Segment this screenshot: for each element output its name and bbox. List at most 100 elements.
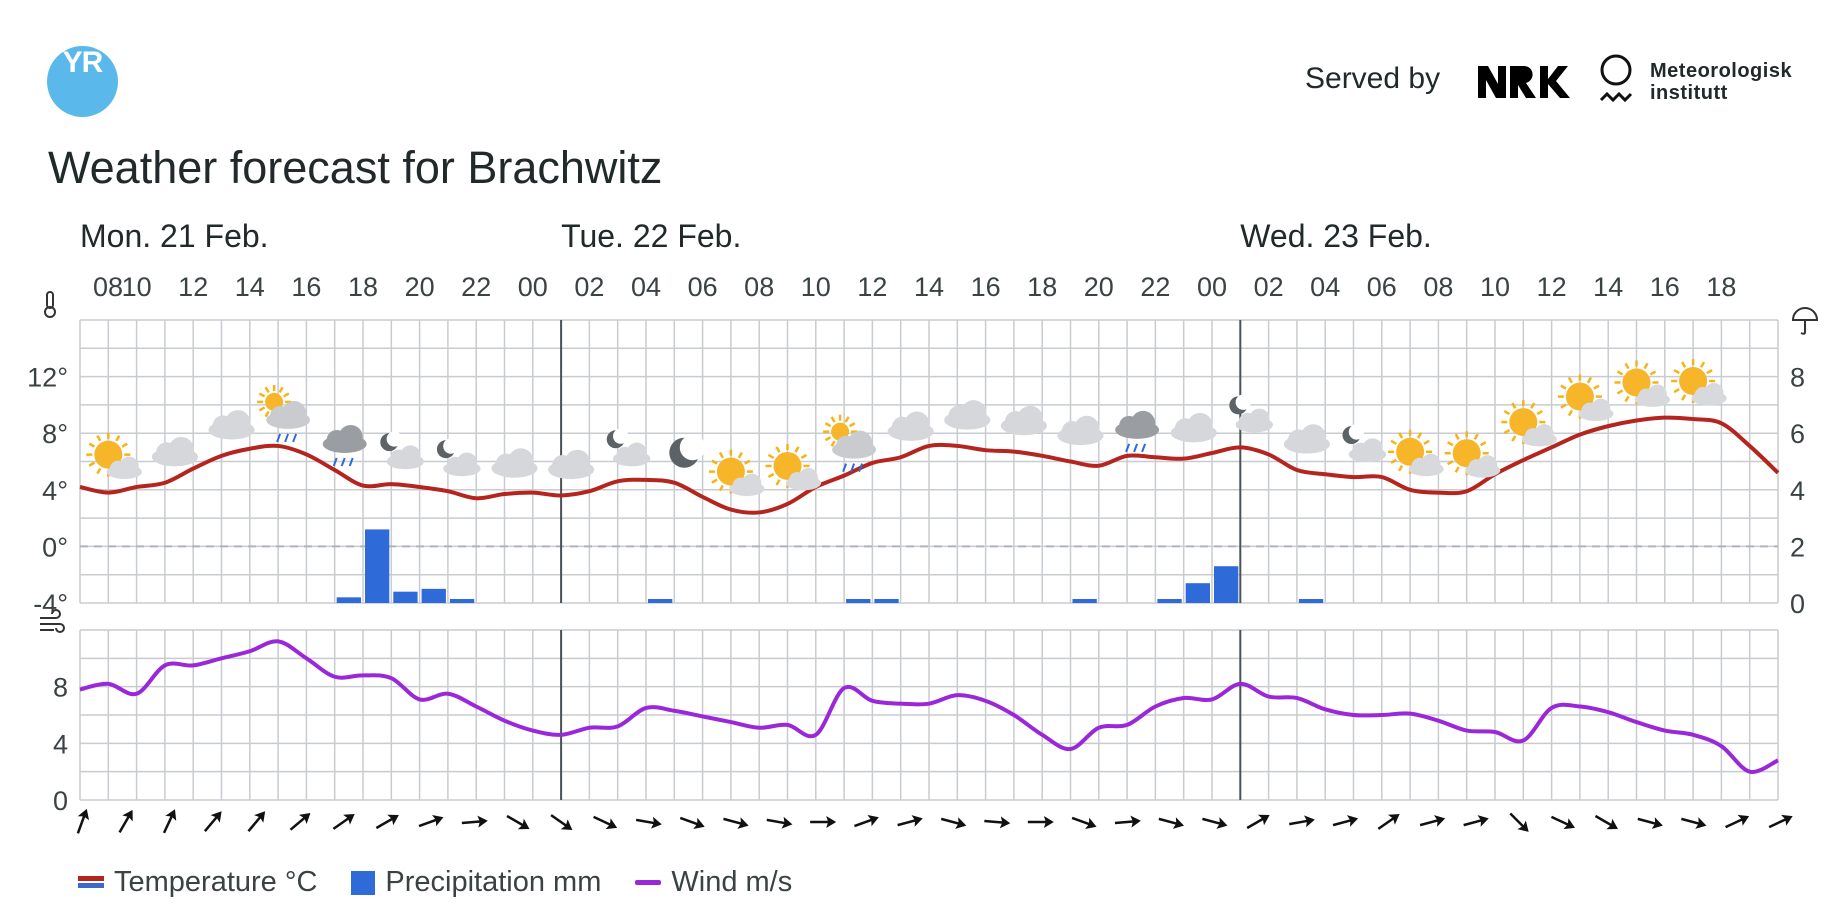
hour-label: 04 <box>631 272 661 302</box>
wind-direction-arrow <box>897 815 923 827</box>
temp-tick-label: 8° <box>42 419 68 449</box>
hour-label: 20 <box>405 272 435 302</box>
day-label: Mon. 21 Feb. <box>80 218 269 254</box>
hour-label: 16 <box>1650 272 1680 302</box>
legend-wind: Wind m/s <box>635 866 792 899</box>
nrk-logo-icon[interactable] <box>1478 66 1570 98</box>
partly-sunny-icon <box>1557 374 1614 422</box>
precipitation-swatch-icon <box>351 870 376 895</box>
temp-tick-label: 12° <box>27 363 68 393</box>
clear-night-icon <box>669 434 706 468</box>
wind-direction-arrow <box>118 809 133 834</box>
partly-sunny-icon <box>1671 359 1727 406</box>
wind-direction-arrow <box>76 808 90 834</box>
wind-direction-arrow <box>289 813 311 831</box>
wind-swatch-icon <box>635 880 662 885</box>
umbrella-icon <box>1791 307 1819 335</box>
wind-direction-arrow <box>766 816 793 829</box>
legend-temperature: Temperature °C <box>78 866 317 899</box>
chart-legend: Temperature °C Precipitation mm Wind m/s <box>78 866 826 899</box>
rain-showers-icon <box>823 414 877 473</box>
hour-label: 10 <box>1480 272 1510 302</box>
hour-label: 12 <box>857 272 887 302</box>
precip-bar <box>874 599 899 603</box>
precip-bar <box>1157 599 1182 603</box>
wind-direction-arrow <box>940 817 967 829</box>
precip-tick-label: 4 <box>1790 476 1805 506</box>
wind-direction-arrow <box>723 817 749 829</box>
cloudy-icon <box>944 400 991 430</box>
hour-label: 20 <box>1084 272 1114 302</box>
precip-tick-label: 8 <box>1790 363 1805 393</box>
rain-icon <box>1115 410 1160 453</box>
met-line-2: institutt <box>1650 82 1728 104</box>
cloudy-icon <box>1170 412 1217 443</box>
hour-label: 10 <box>801 272 831 302</box>
wind-direction-arrow <box>1114 815 1141 828</box>
cloudy-icon <box>151 436 198 467</box>
wind-direction-arrow <box>810 816 837 828</box>
partly-sunny-icon <box>1614 360 1671 407</box>
wind-direction-arrow <box>1377 813 1400 830</box>
met-institute-logo-icon[interactable] <box>1598 54 1634 110</box>
wind-direction-arrow <box>550 814 573 831</box>
wind-direction-arrow <box>1725 814 1750 829</box>
cloudy-icon <box>491 448 538 478</box>
yr-logo[interactable]: YR <box>47 46 118 117</box>
temp-tick-label: 4° <box>42 476 68 506</box>
wind-direction-arrow <box>332 813 355 830</box>
wind-direction-arrow <box>1419 815 1446 827</box>
partly-cloudy-night-icon <box>380 431 424 470</box>
precip-bar <box>1072 599 1097 603</box>
hour-label: 06 <box>1367 272 1397 302</box>
precip-tick-label: 0 <box>1790 589 1805 619</box>
partly-sunny-icon <box>1501 400 1557 447</box>
precip-tick-label: 6 <box>1790 419 1805 449</box>
partly-cloudy-night-icon <box>606 428 651 467</box>
wind-direction-arrow <box>418 814 444 828</box>
precip-bar <box>421 588 446 603</box>
hour-label: 02 <box>574 272 604 302</box>
wind-direction-arrow <box>1202 817 1228 829</box>
hour-label: 02 <box>1254 272 1284 302</box>
partly-sunny-icon <box>86 432 142 480</box>
hour-label: 06 <box>688 272 718 302</box>
temperature-swatch-icon <box>78 875 104 890</box>
precip-bar <box>846 599 871 603</box>
partly-sunny-icon <box>708 449 765 497</box>
hour-label: 14 <box>1593 272 1623 302</box>
met-institute-name: Meteorologisk institutt <box>1650 60 1792 104</box>
wind-direction-arrow <box>635 816 662 829</box>
precip-bar <box>1214 566 1239 603</box>
met-line-1: Meteorologisk <box>1650 60 1793 82</box>
cloudy-icon <box>1000 405 1047 436</box>
served-by-label: Served by <box>1305 62 1441 95</box>
hour-label: 04 <box>1310 272 1340 302</box>
wind-direction-arrow <box>247 811 266 832</box>
cloudy-icon <box>548 449 595 480</box>
legend-precipitation-label: Precipitation mm <box>385 866 602 898</box>
hour-label: 10 <box>122 272 152 302</box>
partly-sunny-icon <box>765 443 822 491</box>
page-title: Weather forecast for Brachwitz <box>48 142 663 193</box>
wind-direction-arrow <box>1550 815 1575 830</box>
hour-label: 08 <box>93 272 123 302</box>
cloudy-icon <box>208 410 255 440</box>
partly-sunny-icon <box>1388 429 1444 477</box>
precip-bar <box>365 529 390 603</box>
forecast-chart: Mon. 21 Feb. Tue. 22 Feb. Wed. 23 Feb.0810… <box>27 218 1819 834</box>
day-label: Wed. 23 Feb. <box>1240 218 1432 254</box>
wind-direction-arrow <box>853 814 879 828</box>
wind-tick-label: 8 <box>53 673 68 703</box>
partly-cloudy-night-icon <box>1342 424 1387 463</box>
wind-grid <box>79 629 1779 801</box>
wind-direction-arrow <box>1332 815 1359 827</box>
hour-label: 00 <box>1197 272 1227 302</box>
cloudy-icon <box>1057 415 1104 446</box>
wind-direction-arrow <box>679 816 705 830</box>
hour-label: 14 <box>914 272 944 302</box>
wind-tick-label: 4 <box>53 729 68 759</box>
wind-direction-arrow <box>984 816 1011 829</box>
wind-direction-arrow <box>1768 814 1793 829</box>
hour-label: 00 <box>518 272 548 302</box>
